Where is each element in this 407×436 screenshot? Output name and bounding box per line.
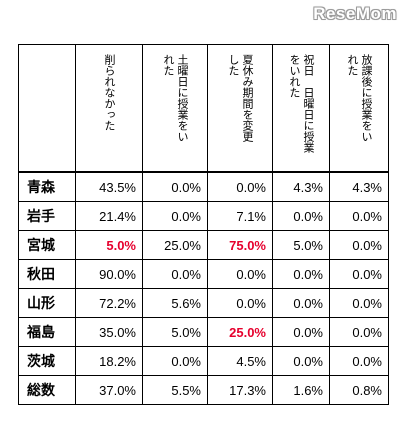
value-cell: 5.0%: [272, 230, 330, 260]
value-cell: 0.0%: [272, 259, 330, 289]
prefecture-cell: 総数: [18, 375, 76, 405]
value-cell: 5.6%: [142, 288, 208, 318]
prefecture-cell: 茨城: [18, 346, 76, 376]
table-row: 茨城 18.2% 0.0% 4.5% 0.0% 0.0%: [18, 346, 389, 376]
value-cell: 0.0%: [142, 259, 208, 289]
value-cell: 0.0%: [272, 288, 330, 318]
value-cell: 0.0%: [142, 201, 208, 231]
highlighted-value-cell: 5.0%: [75, 230, 143, 260]
value-cell: 90.0%: [75, 259, 143, 289]
value-cell: 18.2%: [75, 346, 143, 376]
survey-results-table: 削られなかった 土曜日に授業をい れた 夏休み期間を変更 した 祝日 日曜日に授…: [18, 44, 389, 405]
column-header-saturday-classes: 土曜日に授業をい れた: [142, 44, 208, 173]
watermark-text: ReseMom: [313, 4, 397, 23]
value-cell: 0.0%: [207, 171, 273, 202]
value-cell: 0.8%: [329, 375, 389, 405]
column-header-after-school-classes: 放課後に授業をい れた: [329, 44, 389, 173]
value-cell: 0.0%: [329, 259, 389, 289]
value-cell: 0.0%: [272, 317, 330, 347]
table-row: 宮城 5.0% 25.0% 75.0% 5.0% 0.0%: [18, 230, 389, 260]
value-cell: 0.0%: [207, 288, 273, 318]
value-cell: 0.0%: [142, 171, 208, 202]
prefecture-cell: 岩手: [18, 201, 76, 231]
column-header-summer-break-changed: 夏休み期間を変更 した: [207, 44, 273, 173]
prefecture-cell: 福島: [18, 317, 76, 347]
highlighted-value-cell: 25.0%: [207, 317, 273, 347]
prefecture-cell: 山形: [18, 288, 76, 318]
value-cell: 21.4%: [75, 201, 143, 231]
value-cell: 0.0%: [329, 288, 389, 318]
prefecture-cell: 宮城: [18, 230, 76, 260]
table-row: 総数 37.0% 5.5% 17.3% 1.6% 0.8%: [18, 375, 389, 405]
column-header-not-reduced: 削られなかった: [75, 44, 143, 173]
value-cell: 4.3%: [272, 171, 330, 202]
value-cell: 0.0%: [329, 201, 389, 231]
prefecture-cell: 秋田: [18, 259, 76, 289]
value-cell: 4.3%: [329, 171, 389, 202]
value-cell: 37.0%: [75, 375, 143, 405]
prefecture-cell: 青森: [18, 171, 76, 202]
table-row: 福島 35.0% 5.0% 25.0% 0.0% 0.0%: [18, 317, 389, 347]
header-corner-cell: [18, 44, 76, 173]
value-cell: 5.0%: [142, 317, 208, 347]
value-cell: 17.3%: [207, 375, 273, 405]
value-cell: 1.6%: [272, 375, 330, 405]
value-cell: 7.1%: [207, 201, 273, 231]
value-cell: 0.0%: [329, 346, 389, 376]
value-cell: 25.0%: [142, 230, 208, 260]
value-cell: 0.0%: [329, 317, 389, 347]
value-cell: 0.0%: [329, 230, 389, 260]
table-header-row: 削られなかった 土曜日に授業をい れた 夏休み期間を変更 した 祝日 日曜日に授…: [18, 44, 389, 173]
highlighted-value-cell: 75.0%: [207, 230, 273, 260]
value-cell: 0.0%: [272, 201, 330, 231]
table-row: 青森 43.5% 0.0% 0.0% 4.3% 4.3%: [18, 171, 389, 202]
value-cell: 0.0%: [142, 346, 208, 376]
value-cell: 72.2%: [75, 288, 143, 318]
table-row: 秋田 90.0% 0.0% 0.0% 0.0% 0.0%: [18, 259, 389, 289]
value-cell: 5.5%: [142, 375, 208, 405]
value-cell: 35.0%: [75, 317, 143, 347]
value-cell: 4.5%: [207, 346, 273, 376]
column-header-holiday-sunday-classes: 祝日 日曜日に授業 をいれた: [272, 44, 330, 173]
table-row: 山形 72.2% 5.6% 0.0% 0.0% 0.0%: [18, 288, 389, 318]
value-cell: 43.5%: [75, 171, 143, 202]
value-cell: 0.0%: [272, 346, 330, 376]
resemom-watermark-logo: ReseMom: [313, 4, 397, 24]
table-row: 岩手 21.4% 0.0% 7.1% 0.0% 0.0%: [18, 201, 389, 231]
value-cell: 0.0%: [207, 259, 273, 289]
